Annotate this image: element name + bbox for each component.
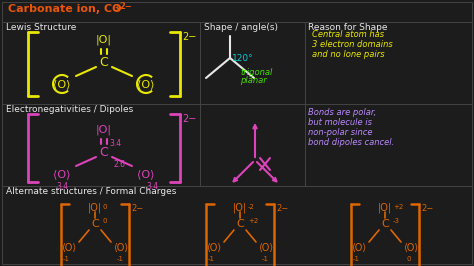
- Text: -3: -3: [393, 218, 400, 224]
- Text: -1: -1: [353, 256, 360, 262]
- Text: 3.4: 3.4: [146, 182, 158, 191]
- Text: but molecule is: but molecule is: [308, 118, 372, 127]
- Text: +2: +2: [393, 204, 403, 210]
- Text: ⟨O⟩: ⟨O⟩: [62, 243, 77, 253]
- Text: 3.4: 3.4: [56, 182, 68, 191]
- Text: |O|: |O|: [88, 203, 102, 213]
- Text: ⟨O⟩: ⟨O⟩: [53, 169, 71, 179]
- Text: 0: 0: [103, 218, 108, 224]
- Text: trigonal: trigonal: [240, 68, 273, 77]
- Text: 3: 3: [113, 4, 119, 13]
- Text: -1: -1: [208, 256, 215, 262]
- Text: -1: -1: [117, 256, 124, 262]
- Text: C: C: [100, 56, 109, 69]
- Text: ⟨O⟩: ⟨O⟩: [137, 169, 155, 179]
- Text: Lewis Structure: Lewis Structure: [6, 23, 76, 32]
- Text: ⟨O⟩: ⟨O⟩: [207, 243, 221, 253]
- Text: C: C: [236, 219, 244, 229]
- Text: |O|: |O|: [233, 203, 247, 213]
- Text: ⟨O⟩: ⟨O⟩: [53, 79, 71, 89]
- Text: -1: -1: [262, 256, 269, 262]
- Text: Central atom has: Central atom has: [312, 30, 384, 39]
- Text: 2−: 2−: [119, 2, 132, 11]
- Text: planar: planar: [240, 76, 267, 85]
- Text: 3.4: 3.4: [109, 139, 121, 148]
- Text: Alternate structures / Formal Charges: Alternate structures / Formal Charges: [6, 187, 176, 196]
- Text: 2.6: 2.6: [114, 160, 126, 169]
- Text: 0: 0: [103, 204, 108, 210]
- Text: -1: -1: [63, 256, 70, 262]
- Text: 0: 0: [407, 256, 411, 262]
- Text: ⟨O⟩: ⟨O⟩: [403, 243, 419, 253]
- Text: ⟨O⟩: ⟨O⟩: [258, 243, 273, 253]
- Text: 2−: 2−: [421, 204, 433, 213]
- Text: 2−: 2−: [276, 204, 288, 213]
- Text: C: C: [381, 219, 389, 229]
- Text: Shape / angle(s): Shape / angle(s): [204, 23, 278, 32]
- Text: |O|: |O|: [96, 35, 112, 45]
- Text: bond dipoles cancel.: bond dipoles cancel.: [308, 138, 394, 147]
- Text: |O|: |O|: [96, 125, 112, 135]
- Text: +2: +2: [248, 218, 258, 224]
- Text: non-polar since: non-polar since: [308, 128, 373, 137]
- Text: 120°: 120°: [232, 54, 254, 63]
- Text: 2−: 2−: [131, 204, 143, 213]
- Text: ⟨O⟩: ⟨O⟩: [137, 79, 155, 89]
- Text: Electronegativities / Dipoles: Electronegativities / Dipoles: [6, 105, 133, 114]
- Text: and no lone pairs: and no lone pairs: [312, 50, 384, 59]
- Text: ⟨O⟩: ⟨O⟩: [351, 243, 366, 253]
- Text: 3 electron domains: 3 electron domains: [312, 40, 393, 49]
- Text: C: C: [91, 219, 99, 229]
- Text: ⟨O⟩: ⟨O⟩: [113, 243, 128, 253]
- Text: 2−: 2−: [182, 32, 196, 42]
- Text: -2: -2: [248, 204, 255, 210]
- Text: 2−: 2−: [182, 114, 196, 124]
- Text: C: C: [100, 146, 109, 159]
- Text: Carbonate ion, CO: Carbonate ion, CO: [8, 4, 121, 14]
- Text: |O|: |O|: [378, 203, 392, 213]
- Text: Reason for Shape: Reason for Shape: [308, 23, 388, 32]
- Text: Bonds are polar,: Bonds are polar,: [308, 108, 376, 117]
